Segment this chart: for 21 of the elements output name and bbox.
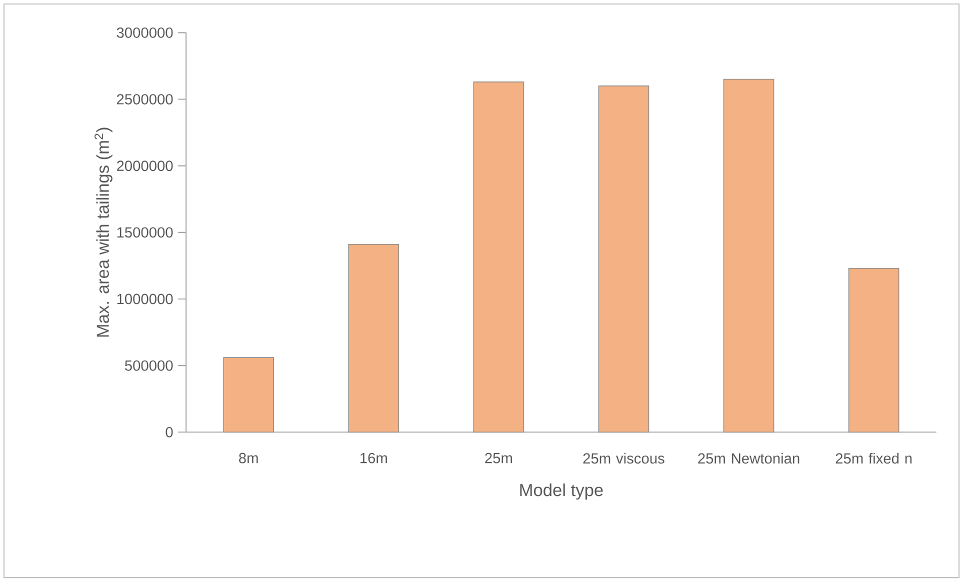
y-tick-label: 2000000 (116, 160, 173, 172)
bar (723, 79, 774, 433)
x-tick-label: 8m (239, 453, 258, 464)
y-tick-label: 2500000 (116, 94, 173, 105)
bar (848, 268, 900, 433)
bar (348, 244, 400, 433)
y-tick-label: 1500000 (117, 227, 173, 238)
bar (473, 82, 524, 433)
x-tick-label: 25m fixed n (836, 453, 912, 464)
y-tick-label: 1000000 (117, 294, 173, 304)
y-tick-label: 0 (166, 427, 173, 438)
y-tick-label: 500000 (124, 360, 173, 371)
x-tick-label: 16m (360, 453, 387, 464)
y-axis-title: Max. area with tailings (m$^{2}$) (94, 128, 112, 337)
x-tick-label: 25m Newtonian (698, 453, 800, 464)
bar (598, 86, 650, 433)
y-tick-label: 3000000 (116, 28, 173, 38)
x-tick-label: 25m (485, 453, 512, 464)
x-axis-title: Model type (520, 484, 603, 500)
bar (223, 357, 274, 433)
x-tick-label: 25m viscous (583, 453, 664, 464)
